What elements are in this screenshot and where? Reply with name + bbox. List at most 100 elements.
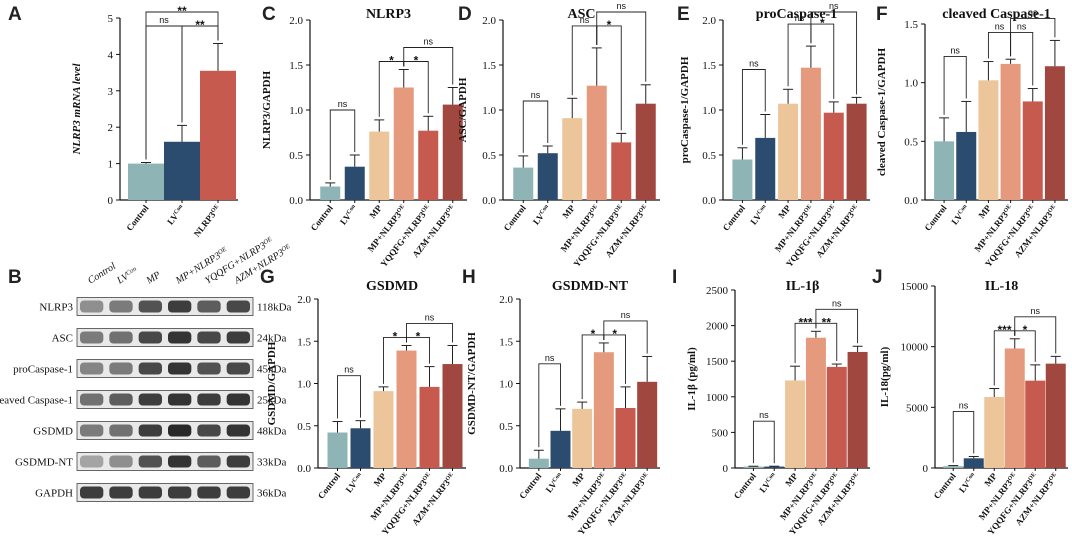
bar-0	[327, 432, 348, 468]
significance-bracket	[337, 375, 361, 419]
bar-2	[373, 391, 394, 468]
y-tick-label: 0.0	[482, 195, 496, 207]
bar-0	[732, 159, 753, 200]
y-tick-label: 1.0	[482, 105, 496, 117]
significance-label: ns	[423, 37, 433, 47]
significance-bracket	[596, 11, 647, 82]
blot-band	[168, 455, 192, 468]
significance-bracket	[943, 55, 967, 115]
lane-label: MP	[144, 270, 163, 288]
protein-label: cleaved Caspase-1	[0, 395, 73, 407]
blot-band	[226, 424, 250, 437]
kda-label: 36kDa	[257, 488, 286, 500]
bar-1	[350, 428, 371, 468]
kda-label: 24kDa	[257, 333, 286, 345]
bar-1	[344, 166, 365, 200]
bar-5	[847, 351, 868, 468]
bar-1	[537, 153, 558, 200]
bar-4	[611, 142, 632, 200]
bar-0	[528, 458, 549, 468]
significance-label: *	[591, 327, 596, 341]
significance-label: ns	[616, 1, 626, 11]
significance-bracket	[815, 308, 859, 344]
blot-band	[226, 331, 250, 344]
panel-label: C	[262, 4, 276, 25]
blot-band	[109, 331, 133, 344]
blot-band	[168, 300, 192, 313]
significance-label: ns	[159, 15, 169, 25]
significance-label: ns	[621, 310, 631, 320]
blot-band	[168, 331, 192, 344]
y-tick-label: 0.0	[297, 463, 311, 475]
bar-1	[764, 466, 785, 468]
significance-label: ns	[832, 298, 842, 308]
y-tick-label: 0.5	[297, 421, 311, 433]
x-category-label: Control	[922, 203, 949, 233]
significance-label: ***	[997, 323, 1011, 337]
blot-strip	[76, 390, 254, 409]
significance-label: *	[389, 54, 394, 68]
protein-label: proCaspase-1	[13, 364, 73, 376]
y-tick-label: 1.0	[289, 105, 303, 117]
blot-band	[226, 362, 250, 375]
blot-band	[109, 393, 133, 406]
significance-bracket	[145, 25, 183, 160]
blot-band	[138, 486, 162, 499]
blot-band	[109, 424, 133, 437]
x-category-label: LVCon	[531, 202, 553, 226]
x-category-label: MP	[976, 203, 993, 221]
y-tick-label: 1.0	[297, 379, 311, 391]
blot-strip	[76, 421, 254, 440]
significance-label: ns	[425, 312, 435, 322]
significance-bracket	[522, 100, 549, 153]
kda-label: 25kDa	[257, 395, 286, 407]
y-tick-label: 0.5	[904, 136, 918, 148]
y-tick-label: 1.0	[904, 78, 918, 90]
blot-band	[109, 300, 133, 313]
bar-2	[978, 80, 999, 200]
blot-band	[80, 331, 104, 344]
significance-label: **	[822, 315, 832, 329]
blot-band	[226, 300, 250, 313]
blot-band	[197, 424, 221, 437]
significance-label: ns	[959, 400, 969, 410]
y-tick-label: 2.0	[702, 15, 716, 27]
significance-bracket	[741, 69, 766, 145]
bar-0	[743, 466, 764, 468]
bar-4	[1025, 380, 1046, 468]
blot-band	[138, 393, 162, 406]
y-tick-label: 15000	[901, 281, 929, 293]
y-tick-label: 0.0	[499, 463, 513, 475]
x-category-label: LVCon	[338, 202, 360, 226]
chart-title: IL-1β	[786, 279, 820, 294]
y-tick-label: 3	[108, 86, 114, 98]
blot-band	[138, 362, 162, 375]
blot-strip	[76, 483, 254, 502]
bar-4	[823, 112, 844, 200]
y-tick-label: 1000	[706, 392, 729, 404]
bar-4	[826, 366, 847, 468]
x-category-label: Control	[932, 471, 959, 501]
panel-label: G	[260, 267, 275, 288]
significance-label: ns	[795, 13, 805, 23]
blot-band	[226, 486, 250, 499]
bar-5	[635, 103, 656, 200]
y-tick-label: 0	[108, 195, 114, 207]
x-category-label: Control	[124, 203, 151, 233]
blot-band	[109, 486, 133, 499]
chart-title: proCaspase-1	[756, 7, 837, 22]
blot-band	[226, 393, 250, 406]
y-tick-label: 2000	[706, 321, 729, 333]
lane-label: Control	[86, 261, 118, 287]
blot-band	[80, 393, 104, 406]
y-axis-title: NLRP3 mRNA level	[71, 63, 83, 156]
y-tick-label: 1.5	[289, 60, 303, 72]
blot-band	[168, 486, 192, 499]
x-category-label: MP	[982, 471, 999, 489]
y-tick-label: 0.5	[482, 150, 496, 162]
y-tick-label: 0	[723, 463, 729, 475]
bar-1	[550, 430, 571, 468]
x-category-label: Control	[316, 471, 343, 501]
blot-band	[197, 393, 221, 406]
